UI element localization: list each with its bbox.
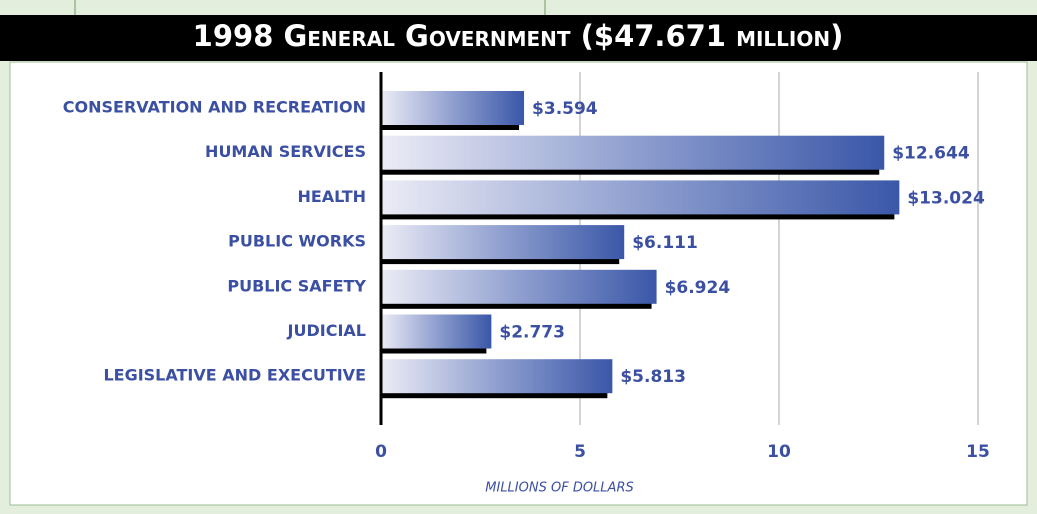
bar: [381, 314, 492, 349]
x-tick-label: 0: [375, 442, 387, 462]
data-label: $13.024: [907, 188, 985, 208]
data-label: $3.594: [532, 99, 598, 119]
bar: [381, 135, 885, 170]
data-label: $6.111: [632, 233, 698, 253]
data-label: $5.813: [620, 367, 686, 387]
y-tick-label: PUBLIC SAFETY: [227, 276, 366, 295]
bar: [381, 91, 525, 125]
y-tick-label: LEGISLATIVE AND EXECUTIVE: [103, 366, 366, 385]
y-tick-label: JUDICIAL: [287, 321, 366, 340]
x-tick-label: 15: [966, 442, 990, 462]
bar: [381, 269, 657, 304]
x-tick-label: 10: [767, 442, 791, 462]
x-axis-title: MILLIONS OF DOLLARS: [485, 481, 633, 496]
chart-title: 1998 General Government ($47.671 million…: [193, 19, 844, 53]
x-tick-label: 5: [574, 442, 586, 462]
data-label: $2.773: [499, 323, 565, 343]
bar: [381, 359, 613, 394]
y-tick-label: PUBLIC WORKS: [228, 232, 366, 251]
data-label: $12.644: [892, 144, 970, 164]
title-bar: [0, 15, 1037, 61]
bar: [381, 225, 625, 260]
bar: [381, 180, 900, 215]
y-tick-label: CONSERVATION AND RECREATION: [63, 98, 366, 117]
y-tick-label: HUMAN SERVICES: [205, 142, 366, 161]
data-label: $6.924: [665, 278, 731, 298]
y-tick-label: HEALTH: [297, 187, 366, 206]
